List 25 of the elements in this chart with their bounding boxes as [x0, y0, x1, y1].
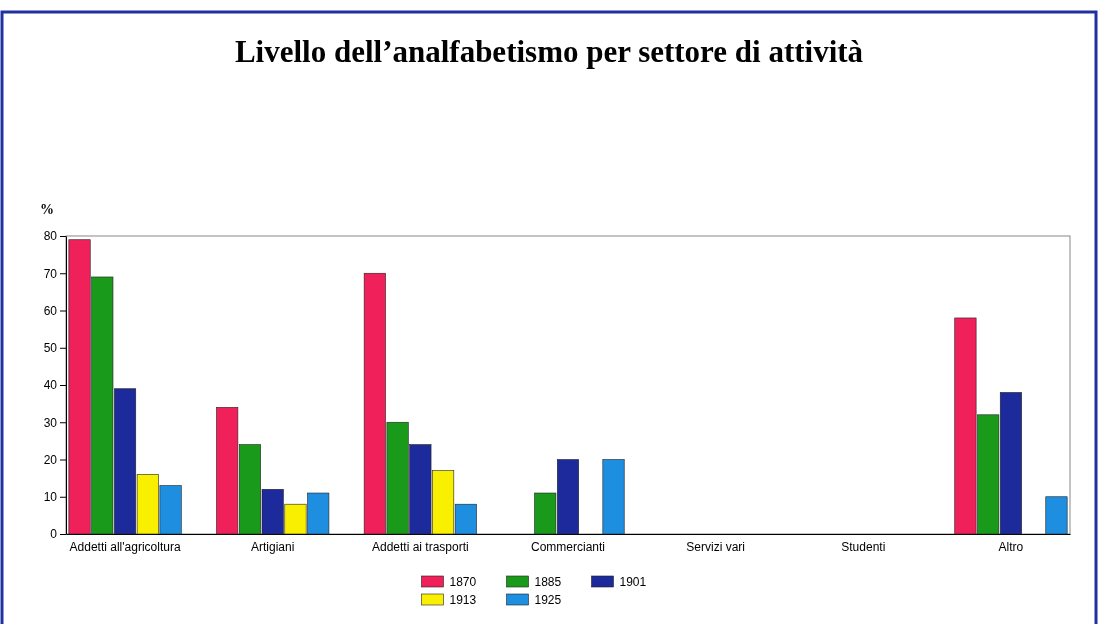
y-tick-label: 80	[43, 229, 58, 244]
chart-title: Livello dell’analfabetismo per settore di attività	[234, 34, 864, 69]
legend-label: 1870	[449, 575, 477, 589]
legend-label: 1901	[619, 575, 647, 589]
y-tick-label: 70	[43, 266, 58, 281]
y-tick-label: 50	[43, 341, 58, 356]
y-tick-label: 0	[50, 527, 58, 542]
y-tick-label: 30	[43, 415, 58, 430]
y-tick-label: 60	[43, 303, 58, 318]
bar	[602, 459, 625, 535]
x-tick-label: Commercianti	[530, 539, 606, 554]
y-tick-label: 20	[43, 452, 58, 467]
y-axis-title: %	[40, 202, 54, 217]
x-tick-label: Artigiani	[251, 539, 295, 554]
legend-label: 1925	[534, 593, 562, 607]
y-tick-label: 40	[43, 378, 58, 393]
x-tick-label: Studenti	[841, 539, 886, 554]
x-tick-label: Servizi vari	[686, 539, 745, 554]
legend-label: 1913	[449, 593, 477, 607]
x-tick-label: Addetti all'agricoltura	[69, 539, 181, 554]
bar	[1045, 496, 1068, 535]
legend-label: 1885	[534, 575, 562, 589]
y-tick-label: 10	[43, 490, 58, 505]
x-tick-label: Addetti ai trasporti	[371, 539, 469, 554]
x-tick-label: Altro	[998, 539, 1024, 554]
